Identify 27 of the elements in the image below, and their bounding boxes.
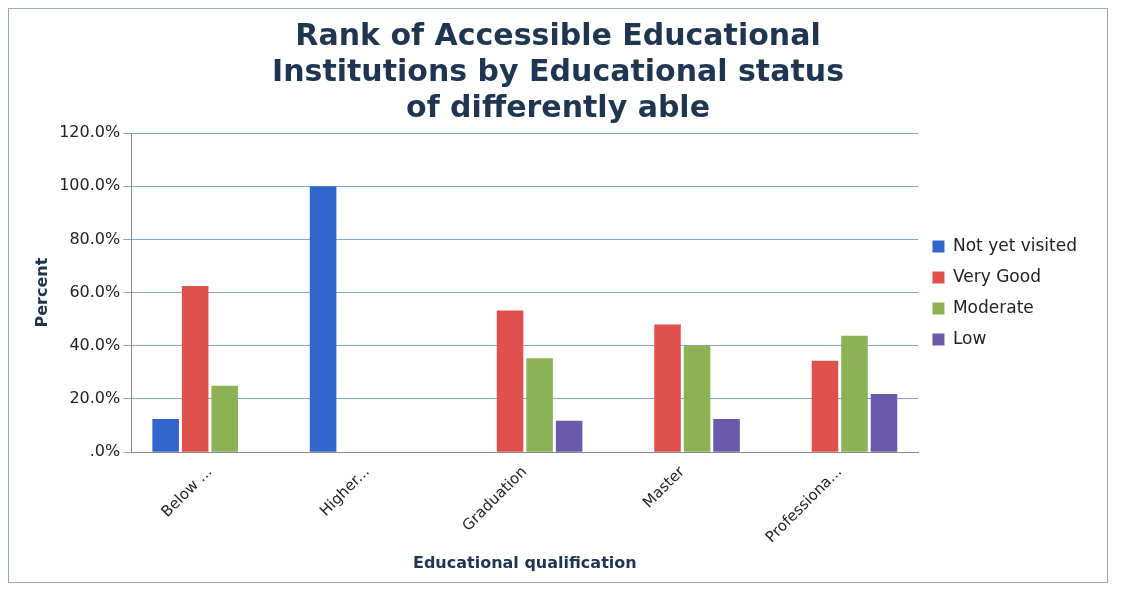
y-tick-label: 60.0% [69,281,121,301]
y-tick-label: .0% [89,441,121,461]
bar [683,345,711,452]
bar [181,285,209,452]
bar [496,310,524,452]
bar [211,385,238,452]
y-tick-label: 80.0% [69,228,121,248]
legend-label: Very Good [952,265,1041,286]
chart-title: Rank of Accessible Educational Institutions by Educational status of differently able [272,16,844,124]
bar [309,186,337,452]
y-tick-label: 20.0% [69,388,121,408]
bar [870,393,898,452]
bar [713,418,740,452]
bar [841,335,868,452]
x-axis-title: Educational qualification [412,552,637,572]
y-tick-label: 40.0% [69,334,121,354]
legend-label: Moderate [952,296,1034,317]
bar [526,358,553,452]
bar [555,420,583,452]
bar [152,418,179,452]
y-tick-label: 100.0% [59,175,121,195]
legend-label: Low [952,327,987,348]
y-tick-label: 120.0% [59,122,121,142]
y-axis-title: Percent [31,257,51,328]
legend-label: Not yet visited [952,234,1078,255]
bar [654,324,681,452]
bar [811,360,839,452]
